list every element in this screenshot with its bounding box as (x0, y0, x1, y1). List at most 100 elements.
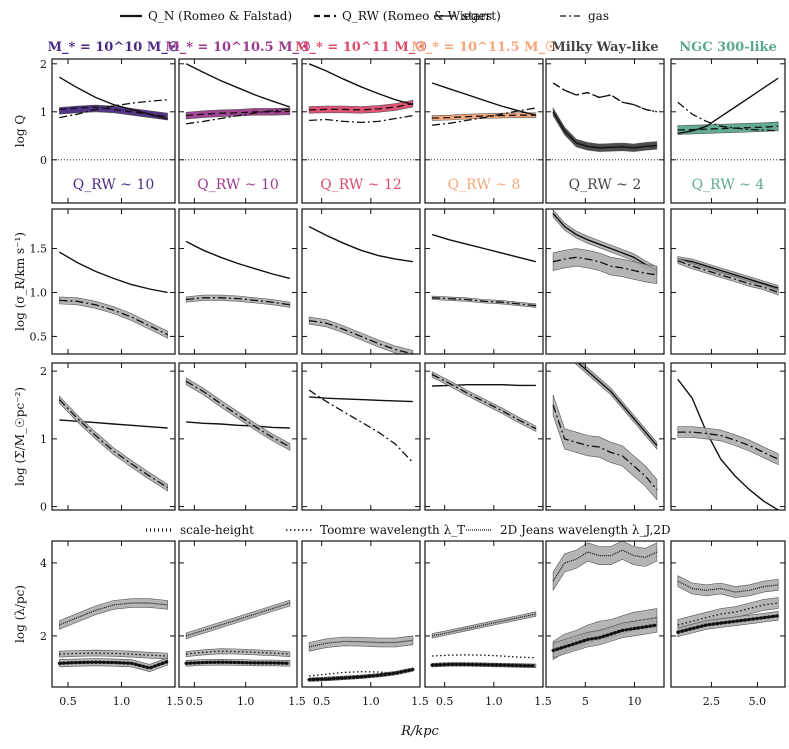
x-tick-label: 0.5 (186, 695, 204, 708)
series-line (185, 380, 291, 448)
panel-frame (301, 540, 421, 688)
panel-content (431, 233, 537, 308)
x-tick-label: 1.0 (237, 695, 255, 708)
x-tick-label: 1.0 (362, 695, 380, 708)
panel-frame (301, 362, 421, 511)
panel-frame (670, 58, 786, 204)
row-ylabel: log (λ/pc) (13, 585, 27, 643)
row-ylabel: log Q (13, 115, 27, 148)
x-tick-label: 5 (582, 695, 589, 708)
column-title: NGC 300-like (679, 40, 777, 55)
panel (670, 208, 786, 355)
uncertainty-band (59, 598, 168, 630)
panel-frame (424, 362, 544, 511)
y-tick-label: 0 (40, 154, 47, 167)
series-line (430, 662, 538, 668)
panel-content (551, 541, 659, 661)
uncertainty-band (677, 426, 779, 466)
panel-content (185, 240, 291, 308)
panel-frame (51, 208, 176, 355)
panel-frame (670, 362, 786, 511)
series-line (431, 82, 537, 116)
series-line (57, 659, 170, 670)
panel-content (552, 209, 658, 285)
y-tick-label: 1 (40, 433, 47, 446)
uncertainty-band (185, 294, 291, 308)
panel-content (307, 635, 415, 682)
series-line (677, 258, 779, 289)
y-tick-label: 1.5 (30, 243, 48, 256)
series-line (677, 77, 779, 135)
series-line (308, 225, 414, 263)
panel-frame (545, 362, 665, 511)
panel-frame (545, 540, 665, 688)
series-line (58, 399, 168, 489)
panel (545, 208, 665, 355)
series-line (186, 650, 290, 655)
panel-frame (178, 208, 298, 355)
x-tick-label: 1.5 (166, 695, 184, 708)
series-line (59, 106, 168, 118)
panel: Q_RW ~ 8 (424, 58, 544, 204)
panel-content (546, 82, 664, 161)
series-line (309, 668, 414, 677)
q-rw-label: Q_RW ~ 2 (569, 177, 642, 193)
panel (178, 208, 298, 355)
series-line (184, 660, 292, 665)
panel (545, 362, 665, 511)
series-line (677, 125, 779, 131)
panel-frame (545, 208, 665, 355)
series-line (59, 251, 168, 294)
series-line (432, 107, 537, 126)
y-tick-label: 0 (40, 501, 47, 514)
panel: 5 10 (545, 540, 665, 708)
y-tick-label: 1.0 (30, 286, 48, 299)
y-tick-label: 2 (40, 365, 47, 378)
panel-frame (424, 540, 544, 688)
series-line (309, 102, 414, 111)
series-line (309, 319, 414, 354)
series-line (59, 419, 168, 429)
uncertainty-band (431, 112, 537, 121)
panel-frame (545, 58, 665, 204)
x-axis-label: R/kpc (400, 724, 439, 739)
panel: 2 4 0.5 1.0 1.5 (40, 540, 184, 708)
series-line (308, 389, 414, 464)
uncertainty-band (59, 296, 168, 339)
x-tick-label: 1.0 (485, 695, 503, 708)
panel-content (184, 599, 292, 667)
row-ylabel: log (σ_R/km s⁻¹) (13, 232, 27, 331)
uncertainty-band (431, 371, 537, 432)
series-line (186, 108, 290, 125)
panel-frame (424, 58, 544, 204)
panel: 0 1 2 (40, 362, 176, 514)
panel-content (52, 76, 175, 161)
legend-mid-item: Toomre wavelength λ_T (286, 523, 465, 537)
uncertainty-band (552, 394, 658, 501)
uncertainty-band (59, 649, 168, 660)
series-line (59, 299, 168, 336)
x-tick-label: 5.0 (749, 695, 767, 708)
panel (178, 362, 298, 511)
series-line (677, 602, 779, 626)
series-line (551, 623, 659, 653)
x-tick-label: 1.5 (411, 695, 429, 708)
panel-content (59, 251, 168, 339)
uncertainty-band (308, 635, 414, 652)
panel: Q_RW ~ 4 (670, 58, 786, 204)
column-title: M_* = 10^10 M_☉ (48, 40, 180, 55)
panel: Q_RW ~ 10 (178, 58, 298, 204)
y-tick-label: 4 (40, 557, 47, 570)
q-rw-label: Q_RW ~ 4 (692, 177, 765, 193)
series-line (431, 233, 537, 263)
series-line (552, 212, 658, 272)
panel: Q_RW ~ 12 (301, 58, 421, 204)
x-tick-label: 10 (628, 695, 642, 708)
legend-top-item: Q_RW (Romeo & Wiegert) (314, 9, 501, 23)
panel (424, 362, 544, 511)
panel-frame (178, 362, 298, 511)
series-line (186, 110, 290, 117)
x-tick-label: 0.5 (59, 695, 77, 708)
